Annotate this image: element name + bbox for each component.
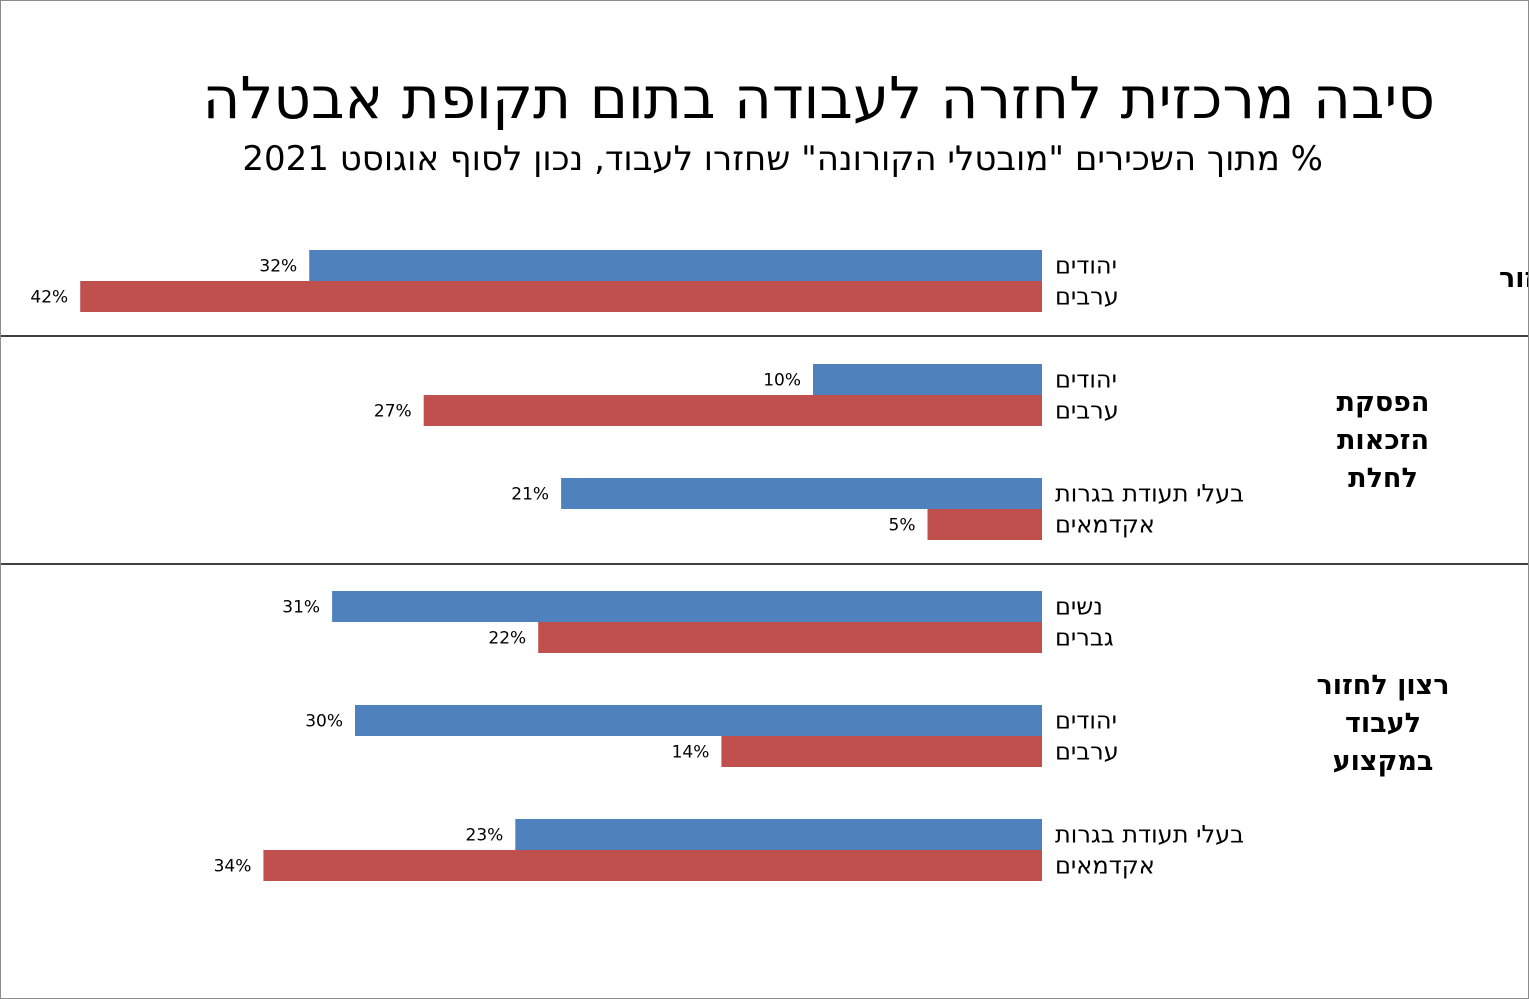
data-label: 42%	[30, 288, 68, 308]
category-label: ערבים	[1055, 283, 1119, 311]
chart-title: סיבה מרכזית לחזרה לעבודה בתום תקופת אבטל…	[202, 64, 1435, 132]
group-label: רצון לחזור	[1316, 670, 1449, 701]
group-label: המעסיק ביקש לחזור	[1499, 263, 1528, 294]
category-label: יהודים	[1055, 707, 1117, 735]
category-label: יהודים	[1055, 252, 1117, 280]
bar-second-series	[721, 736, 1042, 767]
category-label: אקדמאים	[1055, 852, 1155, 880]
data-label: 31%	[282, 598, 320, 618]
bar-first-series	[813, 364, 1042, 395]
category-label: גברים	[1055, 624, 1114, 652]
bar-second-series	[80, 281, 1042, 312]
data-label: 27%	[374, 402, 412, 422]
category-label: בעלי תעודת בגרות	[1055, 480, 1244, 508]
data-label: 21%	[511, 485, 549, 505]
bar-second-series	[423, 395, 1042, 426]
category-label: ערבים	[1055, 738, 1119, 766]
category-label: אקדמאים	[1055, 511, 1155, 539]
group-label: הפסקת	[1337, 387, 1430, 418]
data-label: 10%	[763, 371, 801, 391]
data-label: 34%	[214, 857, 252, 877]
bar-first-series	[309, 250, 1042, 281]
bar-first-series	[332, 591, 1043, 622]
data-label: 23%	[466, 826, 504, 846]
bar-first-series	[561, 478, 1042, 509]
chart-subtitle: % מתוך השכירים "מובטלי הקורונה" שחזרו לע…	[242, 139, 1323, 179]
category-label: בעלי תעודת בגרות	[1055, 821, 1244, 849]
bar-first-series	[355, 705, 1042, 736]
data-label: 30%	[305, 712, 343, 732]
data-label: 32%	[259, 257, 297, 277]
group-label: לעבוד	[1345, 708, 1421, 739]
bar-second-series	[538, 622, 1042, 653]
category-label: נשים	[1055, 593, 1103, 621]
group-label: הזכאות	[1337, 425, 1429, 456]
bar-second-series	[927, 509, 1042, 540]
category-label: ערבים	[1055, 397, 1119, 425]
data-label: 22%	[488, 629, 526, 649]
group-label: לחלת	[1348, 463, 1418, 494]
category-label: יהודים	[1055, 366, 1117, 394]
group-label: במקצוע	[1333, 746, 1434, 777]
data-label: 5%	[889, 516, 916, 536]
bar-first-series	[515, 819, 1042, 850]
data-label: 14%	[672, 743, 710, 763]
bar-second-series	[263, 850, 1042, 881]
